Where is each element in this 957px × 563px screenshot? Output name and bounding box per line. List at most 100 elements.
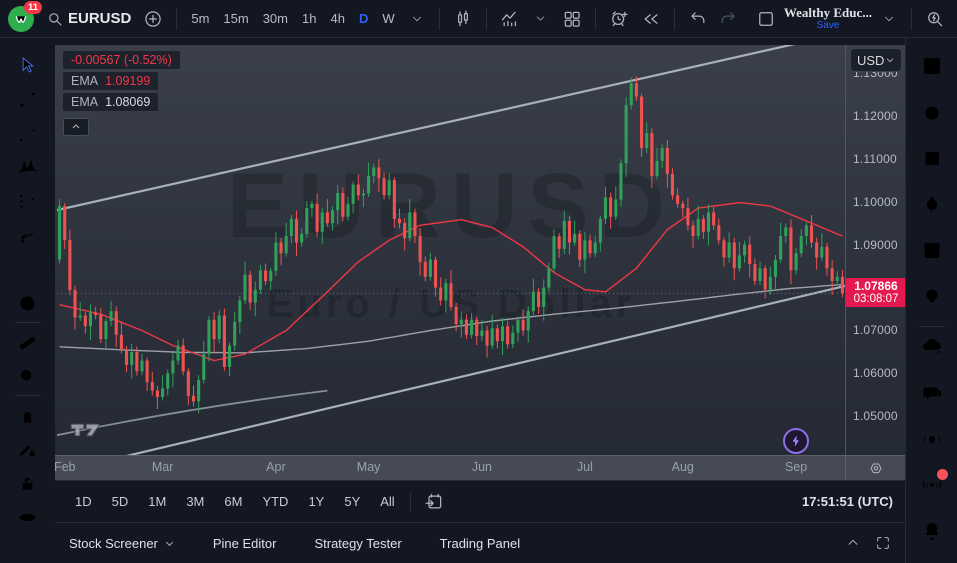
layout-select-icon[interactable] bbox=[750, 4, 782, 34]
open-panel-chevron-up-icon[interactable] bbox=[845, 535, 861, 551]
calendar-icon[interactable] bbox=[914, 232, 950, 268]
range-1y[interactable]: 1Y bbox=[308, 494, 325, 509]
candle-body bbox=[367, 175, 371, 194]
range-3m[interactable]: 3M bbox=[186, 494, 205, 509]
live-badge bbox=[936, 469, 948, 480]
undo-icon[interactable] bbox=[682, 4, 713, 34]
save-button[interactable]: Save bbox=[816, 19, 840, 31]
candle-body bbox=[418, 236, 422, 262]
candle-body bbox=[202, 354, 206, 380]
fullscreen-icon[interactable] bbox=[875, 535, 891, 551]
ruler-tool[interactable] bbox=[11, 325, 45, 359]
redo-icon[interactable] bbox=[713, 4, 744, 34]
indicator-templates-icon[interactable] bbox=[556, 4, 588, 34]
watchlist-icon[interactable] bbox=[914, 48, 950, 84]
timeframe-30m[interactable]: 30m bbox=[262, 11, 288, 26]
currency-toggle[interactable]: USD bbox=[850, 48, 902, 72]
timeframe-1h[interactable]: 1h bbox=[302, 11, 317, 26]
hide-drawings-tool[interactable] bbox=[11, 500, 45, 534]
quick-search-icon[interactable] bbox=[919, 4, 951, 34]
candle-body bbox=[619, 163, 623, 200]
timeframe-chevron-down-icon[interactable] bbox=[402, 4, 432, 34]
chart-canvas[interactable]: EURUSD Euro / US Dollar bbox=[57, 45, 845, 455]
candle-body bbox=[593, 242, 597, 254]
candle-body bbox=[727, 242, 731, 258]
price-axis[interactable]: USD 1.07866 03:08:07 1.13000 1.12000 1.110… bbox=[845, 45, 906, 455]
bar-replay-icon[interactable] bbox=[635, 4, 667, 34]
fib-retracement-tool[interactable] bbox=[11, 116, 45, 150]
timeframe-D[interactable]: D bbox=[358, 11, 369, 26]
candle-body bbox=[537, 291, 541, 307]
stock-screener-label: Stock Screener bbox=[69, 535, 158, 551]
ema-fast-row[interactable]: EMA 1.09199 bbox=[63, 72, 159, 90]
candle-body bbox=[78, 315, 82, 318]
candle-body bbox=[650, 133, 654, 176]
tradingview-logo[interactable] bbox=[69, 421, 105, 442]
create-alert-icon[interactable] bbox=[603, 4, 635, 34]
notifications-bell-icon[interactable] bbox=[914, 513, 950, 549]
legend-collapse-button[interactable] bbox=[63, 118, 89, 136]
candle-body bbox=[315, 203, 319, 232]
candle-body bbox=[773, 259, 778, 277]
tab-strategy-tester[interactable]: Strategy Tester bbox=[314, 535, 402, 551]
layout-name-menu[interactable]: Wealthy Educ... Save bbox=[784, 6, 872, 32]
minds-icon[interactable] bbox=[914, 329, 950, 365]
indicators-chevron-down-icon[interactable] bbox=[526, 4, 556, 34]
divider bbox=[918, 326, 945, 327]
server-clock[interactable]: 17:51:51 (UTC) bbox=[801, 494, 893, 509]
candle-body bbox=[423, 261, 427, 277]
month-tick-jun: Jun bbox=[471, 460, 492, 474]
range-1m[interactable]: 1M bbox=[148, 494, 167, 509]
range-5d[interactable]: 5D bbox=[111, 494, 129, 509]
alerts-icon[interactable] bbox=[914, 94, 950, 130]
candle-body bbox=[629, 83, 633, 106]
ideas-icon[interactable] bbox=[914, 278, 950, 314]
text-tool[interactable] bbox=[11, 252, 45, 286]
emoji-tool[interactable] bbox=[11, 286, 45, 320]
notes-icon[interactable] bbox=[914, 140, 950, 176]
ema-slow-row[interactable]: EMA 1.08069 bbox=[63, 93, 159, 111]
drawing-lock-tool[interactable] bbox=[11, 432, 45, 466]
timeframe-15m[interactable]: 15m bbox=[223, 11, 249, 26]
lock-all-drawings-tool[interactable] bbox=[11, 466, 45, 500]
timeframe-W[interactable]: W bbox=[382, 11, 395, 26]
go-to-date-icon[interactable] bbox=[418, 487, 450, 517]
tab-pine-editor[interactable]: Pine Editor bbox=[212, 535, 277, 551]
layout-chevron-down-icon[interactable] bbox=[874, 4, 904, 34]
forecast-position-tool[interactable] bbox=[11, 184, 45, 218]
range-6m[interactable]: 6M bbox=[224, 494, 243, 509]
chart-style-candles-icon[interactable] bbox=[447, 4, 479, 34]
zoom-in-tool[interactable] bbox=[11, 359, 45, 393]
streams-icon[interactable] bbox=[914, 467, 950, 503]
candle-body bbox=[547, 268, 551, 288]
tab-trading-panel[interactable]: Trading Panel bbox=[439, 535, 521, 551]
range-ytd[interactable]: YTD bbox=[262, 494, 289, 509]
range-all[interactable]: All bbox=[380, 494, 395, 509]
timeframe-4h[interactable]: 4h bbox=[330, 11, 345, 26]
magnet-mode-tool[interactable] bbox=[11, 398, 45, 432]
timeframe-5m[interactable]: 5m bbox=[191, 11, 210, 26]
range-1d[interactable]: 1D bbox=[75, 494, 92, 509]
app-logo[interactable]: 11 bbox=[8, 0, 42, 32]
chat-icon[interactable] bbox=[914, 375, 950, 411]
candle-body bbox=[799, 236, 803, 254]
candle-body bbox=[233, 321, 237, 346]
trend-line-tool[interactable] bbox=[11, 82, 45, 116]
xabcd-pattern-tool[interactable] bbox=[11, 150, 45, 184]
tab-stock-screener[interactable]: Stock Screener bbox=[69, 536, 175, 551]
hotlists-icon[interactable] bbox=[914, 186, 950, 222]
candle-body bbox=[305, 208, 309, 234]
range-5y[interactable]: 5Y bbox=[344, 494, 361, 509]
candle-body bbox=[557, 236, 561, 249]
live-ideas-icon[interactable] bbox=[914, 421, 950, 457]
price-change[interactable]: -0.00567 (-0.52%) bbox=[63, 51, 180, 69]
compare-add-symbol-icon[interactable] bbox=[137, 4, 169, 34]
indicators-icon[interactable] bbox=[494, 4, 526, 34]
cursor-tool[interactable] bbox=[11, 48, 45, 82]
boost-button[interactable] bbox=[783, 428, 809, 454]
symbol-search-button[interactable]: EURUSD bbox=[40, 4, 137, 34]
candle-body bbox=[119, 334, 123, 350]
time-axis[interactable]: Feb Mar Apr May Jun Jul Aug Sep bbox=[54, 455, 905, 481]
axis-settings-corner[interactable] bbox=[845, 456, 905, 481]
brush-tool[interactable] bbox=[11, 218, 45, 252]
